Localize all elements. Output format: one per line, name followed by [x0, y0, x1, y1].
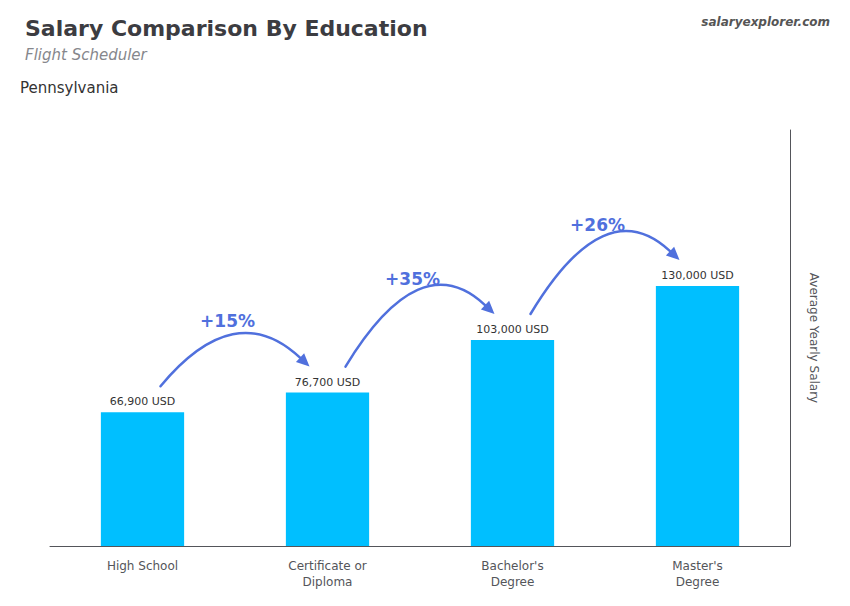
svg-text:Flight Scheduler: Flight Scheduler	[25, 46, 148, 64]
svg-text:103,000 USD: 103,000 USD	[476, 323, 549, 336]
svg-text:+26%: +26%	[570, 215, 625, 235]
svg-text:High School: High School	[107, 559, 178, 573]
svg-text:Bachelor's: Bachelor's	[481, 559, 543, 573]
svg-text:Degree: Degree	[676, 575, 720, 589]
svg-text:130,000 USD: 130,000 USD	[661, 269, 734, 282]
svg-text:Average Yearly Salary: Average Yearly Salary	[807, 273, 821, 403]
svg-text:Degree: Degree	[491, 575, 535, 589]
svg-text:Pennsylvania: Pennsylvania	[20, 79, 119, 97]
svg-text:Master's: Master's	[672, 559, 723, 573]
svg-text:Certificate or: Certificate or	[288, 559, 366, 573]
svg-text:Salary Comparison By Education: Salary Comparison By Education	[25, 16, 428, 41]
svg-text:66,900 USD: 66,900 USD	[110, 395, 176, 408]
svg-text:+35%: +35%	[385, 269, 440, 289]
svg-text:Diploma: Diploma	[303, 575, 353, 589]
svg-text:salaryexplorer.com: salaryexplorer.com	[701, 15, 830, 29]
svg-text:+15%: +15%	[200, 311, 255, 331]
svg-text:76,700 USD: 76,700 USD	[295, 376, 361, 389]
